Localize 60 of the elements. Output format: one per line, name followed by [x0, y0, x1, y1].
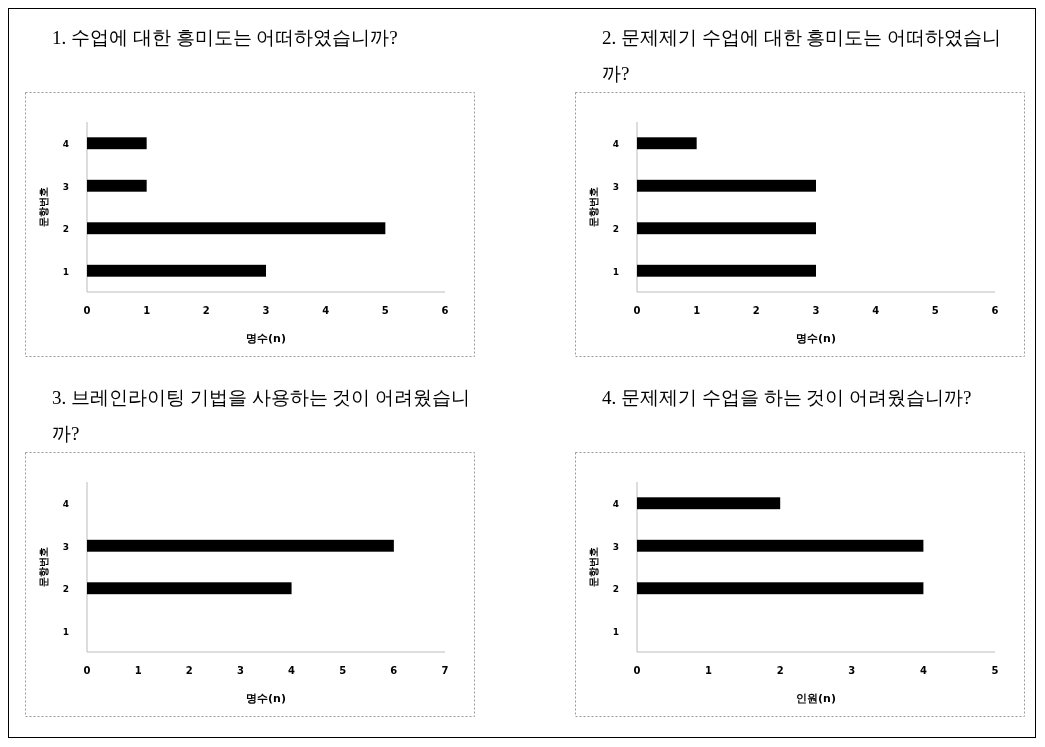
y-tick-label: 1 — [612, 266, 619, 277]
x-tick-label: 6 — [991, 305, 999, 316]
x-axis-title: 인원(n) — [796, 692, 836, 705]
x-tick-label: 3 — [262, 305, 270, 316]
y-tick-label: 4 — [62, 139, 69, 150]
x-tick-label: 1 — [134, 665, 142, 676]
x-tick-label: 4 — [919, 665, 927, 676]
y-tick-label: 3 — [62, 181, 69, 192]
y-tick-label: 3 — [612, 181, 619, 192]
x-tick-label: 0 — [83, 665, 91, 676]
y-axis-title: 문항번호 — [38, 187, 49, 227]
x-tick-label: 5 — [381, 305, 389, 316]
y-axis-title: 문항번호 — [588, 187, 599, 227]
x-tick-label: 5 — [931, 305, 939, 316]
x-tick-label: 1 — [143, 305, 151, 316]
y-tick-label: 2 — [62, 584, 69, 595]
y-tick-label: 4 — [612, 499, 619, 510]
y-tick-label: 4 — [62, 499, 69, 510]
x-tick-label: 0 — [633, 305, 641, 316]
y-tick-label: 1 — [62, 626, 69, 637]
y-tick-label: 3 — [612, 541, 619, 552]
x-tick-label: 2 — [202, 305, 210, 316]
x-tick-label: 6 — [390, 665, 398, 676]
y-tick-label: 1 — [62, 266, 69, 277]
y-tick-label: 3 — [62, 541, 69, 552]
x-tick-label: 2 — [752, 305, 760, 316]
x-tick-label: 3 — [236, 665, 244, 676]
x-axis-title: 명수(n) — [796, 332, 836, 345]
x-tick-label: 2 — [776, 665, 784, 676]
x-tick-label: 7 — [441, 665, 449, 676]
y-tick-label: 1 — [612, 626, 619, 637]
bar — [87, 137, 147, 150]
x-tick-label: 3 — [848, 665, 856, 676]
x-tick-label: 5 — [991, 665, 999, 676]
bar — [87, 264, 266, 277]
x-tick-label: 0 — [83, 305, 91, 316]
chart-title: 2. 문제제기 수업에 대한 흥미도는 어떠하였습니까? — [601, 26, 1002, 86]
y-tick-label: 2 — [612, 584, 619, 595]
x-tick-label: 1 — [705, 665, 713, 676]
x-tick-label: 5 — [339, 665, 347, 676]
x-tick-label: 6 — [441, 305, 449, 316]
chart-title: 4. 문제제기 수업을 하는 것이 어려웠습니까? — [601, 386, 973, 410]
chart-title: 1. 수업에 대한 흥미도는 어떠하였습니까? — [51, 26, 399, 50]
x-axis-title: 명수(n) — [246, 692, 286, 705]
x-tick-label: 0 — [633, 665, 641, 676]
x-tick-label: 4 — [288, 665, 296, 676]
chart-title: 3. 브레인라이팅 기법을 사용하는 것이 어려웠습니까? — [51, 386, 471, 446]
y-axis-title: 문항번호 — [38, 547, 49, 587]
x-axis-title: 명수(n) — [246, 332, 286, 345]
y-tick-label: 4 — [612, 139, 619, 150]
x-tick-label: 2 — [185, 665, 193, 676]
y-tick-label: 2 — [612, 224, 619, 235]
x-tick-label: 4 — [872, 305, 880, 316]
y-tick-label: 2 — [62, 224, 69, 235]
y-axis-title: 문항번호 — [588, 547, 599, 587]
x-tick-label: 4 — [322, 305, 330, 316]
x-tick-label: 1 — [693, 305, 701, 316]
bar — [87, 222, 386, 235]
bar — [87, 179, 147, 192]
x-tick-label: 3 — [812, 305, 820, 316]
